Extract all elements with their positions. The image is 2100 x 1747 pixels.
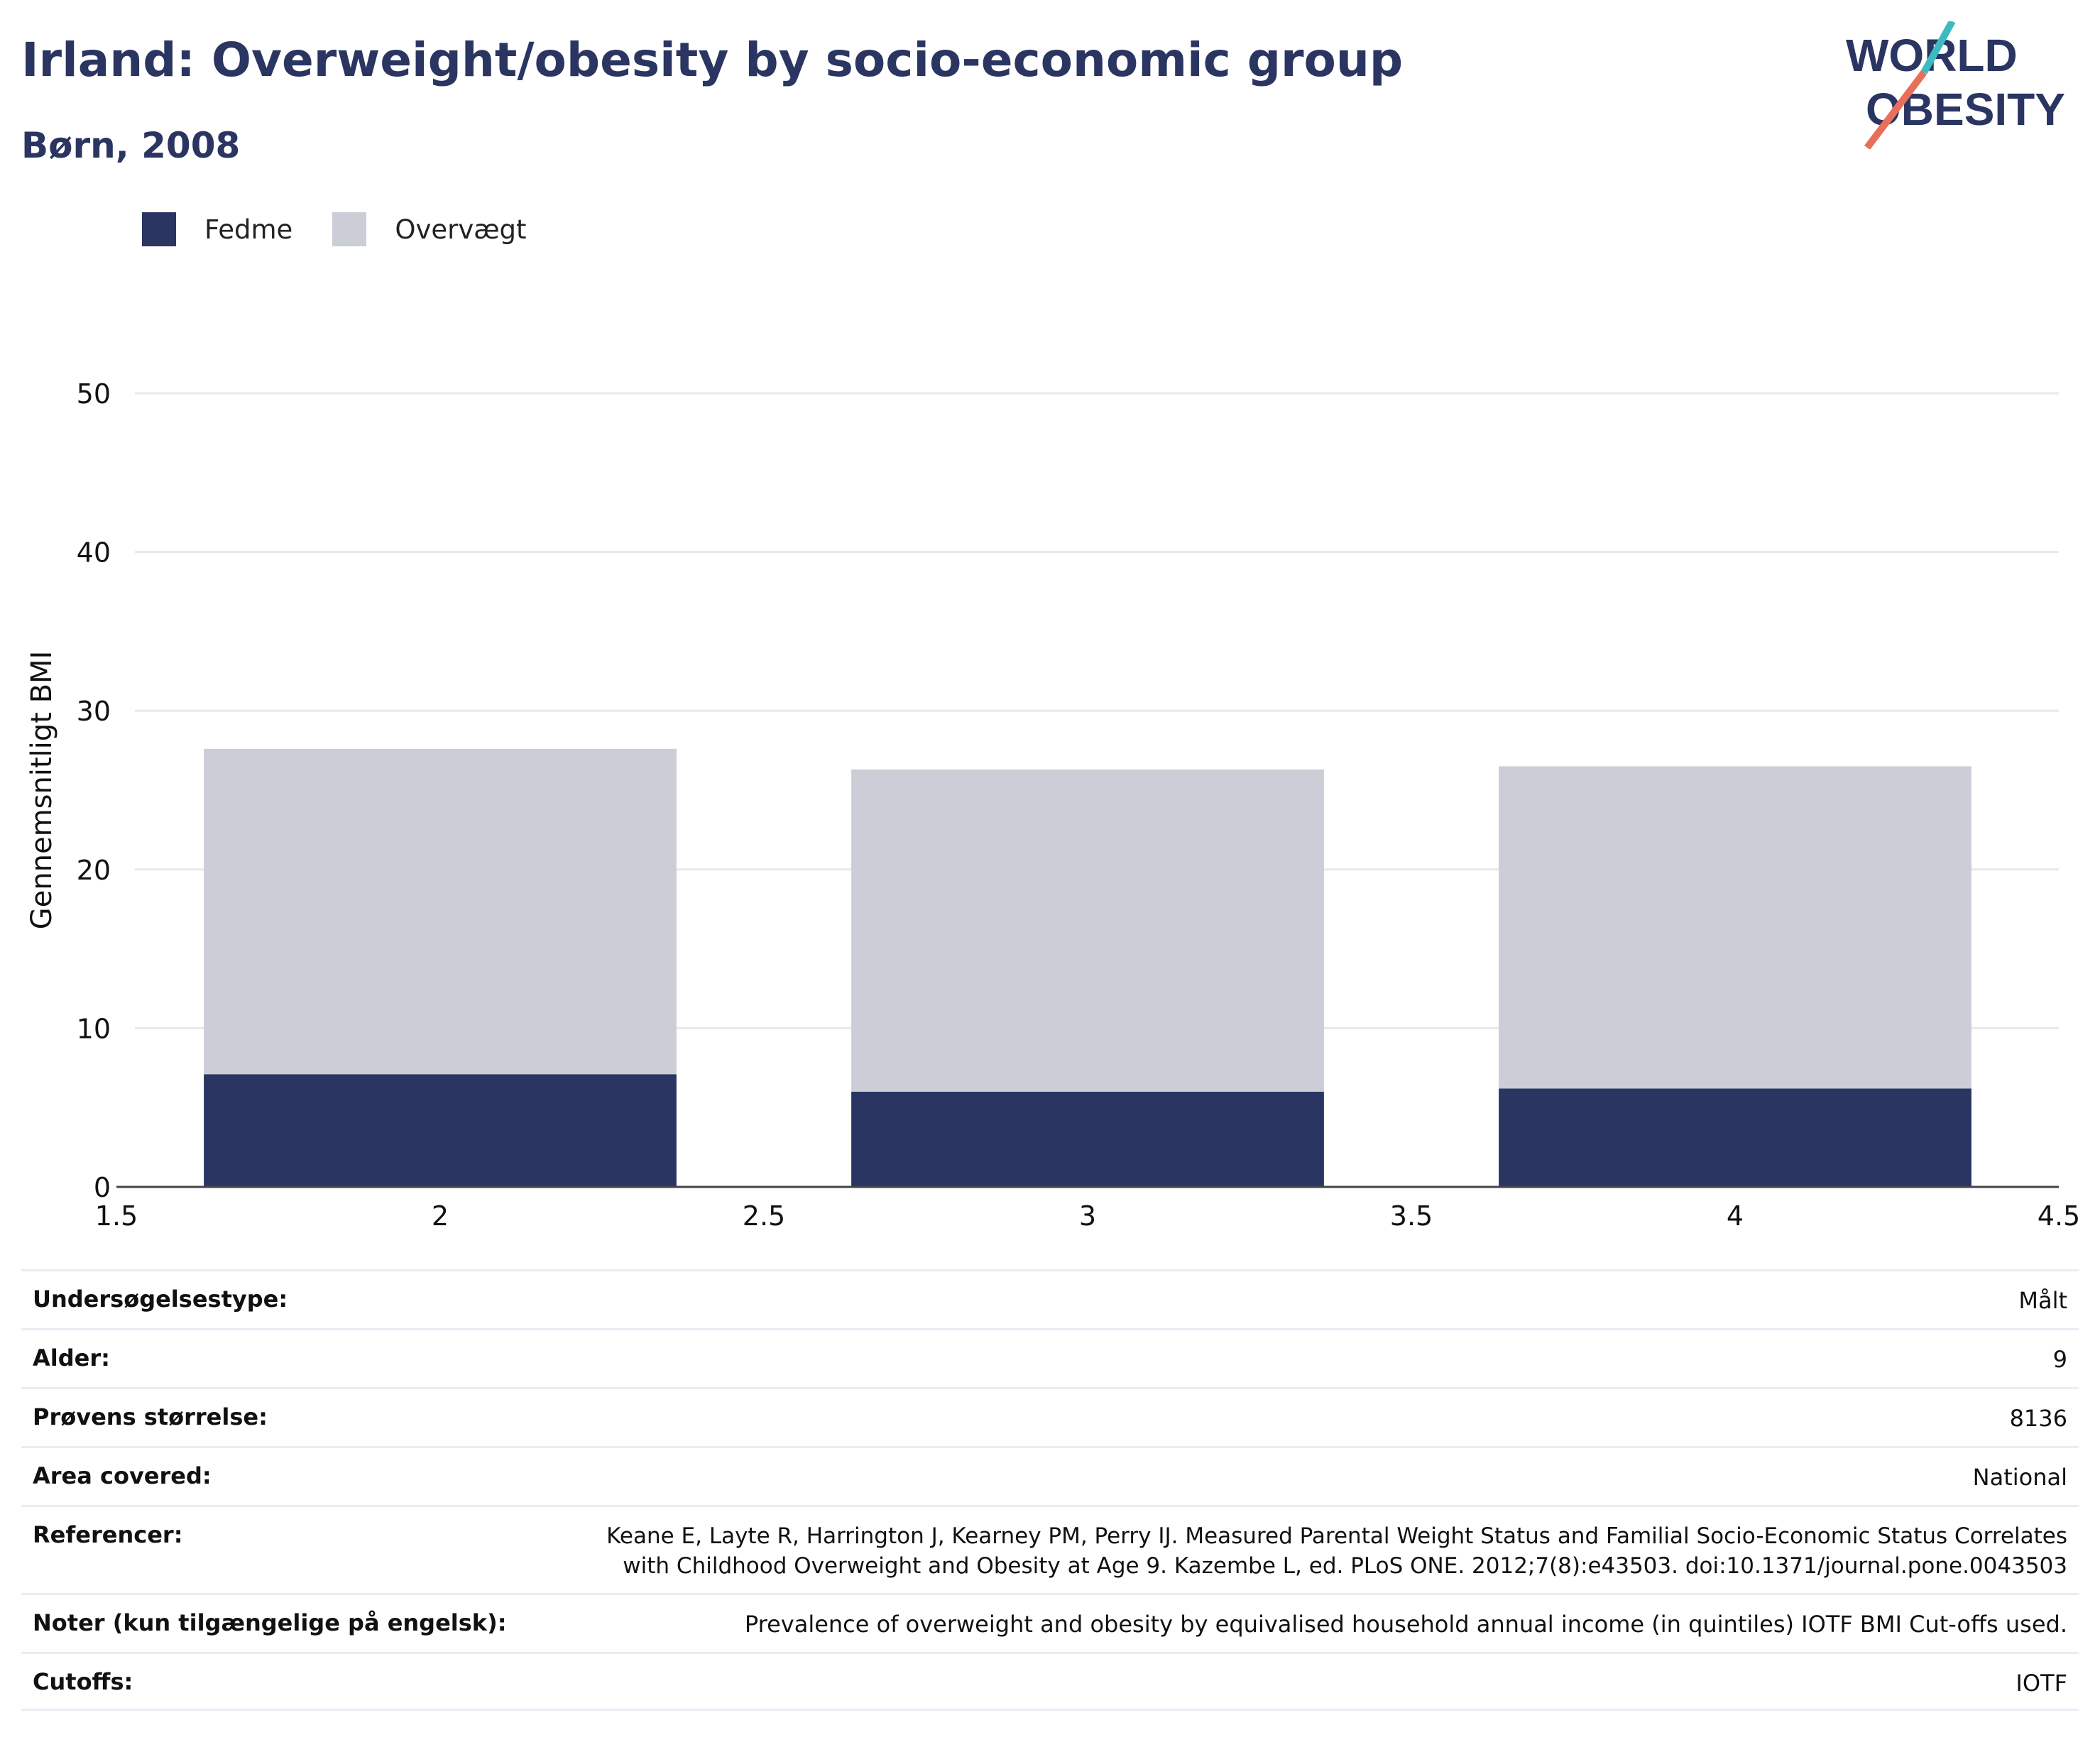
legend-label-fedme: Fedme bbox=[204, 214, 293, 245]
info-row: Noter (kun tilgængelige på engelsk): Prev… bbox=[21, 1593, 2079, 1652]
info-value: 9 bbox=[2052, 1346, 2067, 1373]
legend-swatch-overvaegt bbox=[332, 212, 367, 246]
info-value: National bbox=[1972, 1464, 2067, 1491]
bar-overvaegt bbox=[204, 748, 677, 1075]
info-row: Prøvens størrelse: 8136 bbox=[21, 1387, 2079, 1446]
bar-fedme bbox=[204, 1074, 677, 1187]
y-tick-label: 20 bbox=[77, 855, 111, 886]
x-tick-label: 4.5 bbox=[2038, 1200, 2080, 1232]
info-row: Alder: 9 bbox=[21, 1328, 2079, 1387]
x-tick-label: 1.5 bbox=[95, 1200, 138, 1232]
info-label: Area covered: bbox=[33, 1462, 212, 1489]
world-obesity-logo: WORLD OBESITY bbox=[1846, 21, 2065, 149]
bar-overvaegt bbox=[1499, 766, 1972, 1089]
x-tick-label: 3.5 bbox=[1390, 1200, 1433, 1232]
bar-overvaegt bbox=[851, 769, 1324, 1092]
bar-fedme bbox=[851, 1091, 1324, 1187]
legend-item-overvaegt[interactable]: Overvægt bbox=[332, 212, 527, 246]
info-label: Cutoffs: bbox=[33, 1668, 133, 1695]
x-tick-label: 4 bbox=[1727, 1200, 1744, 1232]
bar-fedme bbox=[1499, 1088, 1972, 1187]
x-tick-label: 2.5 bbox=[743, 1200, 785, 1232]
legend-swatch-fedme bbox=[142, 212, 176, 246]
info-label: Alder: bbox=[33, 1345, 110, 1371]
page-subtitle: Børn, 2008 bbox=[21, 125, 241, 166]
info-row: Undersøgelsestype: Målt bbox=[21, 1269, 2079, 1328]
info-label: Noter (kun tilgængelige på engelsk): bbox=[33, 1609, 507, 1636]
y-tick-label: 50 bbox=[77, 378, 111, 410]
info-label: Prøvens størrelse: bbox=[33, 1403, 268, 1430]
info-row: Referencer: Keane E, Layte R, Harrington … bbox=[21, 1505, 2079, 1593]
logo-teal-slash bbox=[1920, 21, 1956, 75]
y-tick-label: 0 bbox=[94, 1172, 111, 1203]
info-value: Prevalence of overweight and obesity by … bbox=[744, 1611, 2067, 1638]
info-value: Keane E, Layte R, Harrington J, Kearney … bbox=[606, 1523, 2067, 1579]
info-row: Cutoffs: IOTF bbox=[21, 1652, 2079, 1711]
x-tick-label: 2 bbox=[432, 1200, 449, 1232]
y-tick-label: 10 bbox=[77, 1013, 111, 1044]
info-label: Undersøgelsestype: bbox=[33, 1286, 288, 1313]
info-value: IOTF bbox=[2016, 1670, 2067, 1697]
info-value: Målt bbox=[2018, 1287, 2067, 1314]
page-title: Irland: Overweight/obesity by socio-econ… bbox=[21, 33, 1404, 87]
legend-label-overvaegt: Overvægt bbox=[395, 214, 527, 245]
chart-legend: Fedme Overvægt bbox=[142, 212, 567, 247]
logo-coral-slash bbox=[1864, 70, 1927, 149]
info-value: 8136 bbox=[2009, 1405, 2067, 1432]
y-tick-label: 30 bbox=[77, 696, 111, 727]
y-tick-label: 40 bbox=[77, 537, 111, 569]
y-axis-label: Gennemsnitligt BMI bbox=[26, 651, 58, 930]
bar-chart: 0 10 20 30 40 50 1.5 2 2.5 3 3.5 4 4.5 Gennemsnitligt… bbox=[26, 378, 2080, 1232]
legend-item-fedme[interactable]: Fedme bbox=[142, 212, 292, 246]
info-table: Undersøgelsestype: Målt Alder: 9 Prøvens stø… bbox=[21, 1269, 2079, 1711]
x-tick-label: 3 bbox=[1079, 1200, 1096, 1232]
info-row: Area covered: National bbox=[21, 1446, 2079, 1505]
info-label: Referencer: bbox=[33, 1521, 183, 1548]
